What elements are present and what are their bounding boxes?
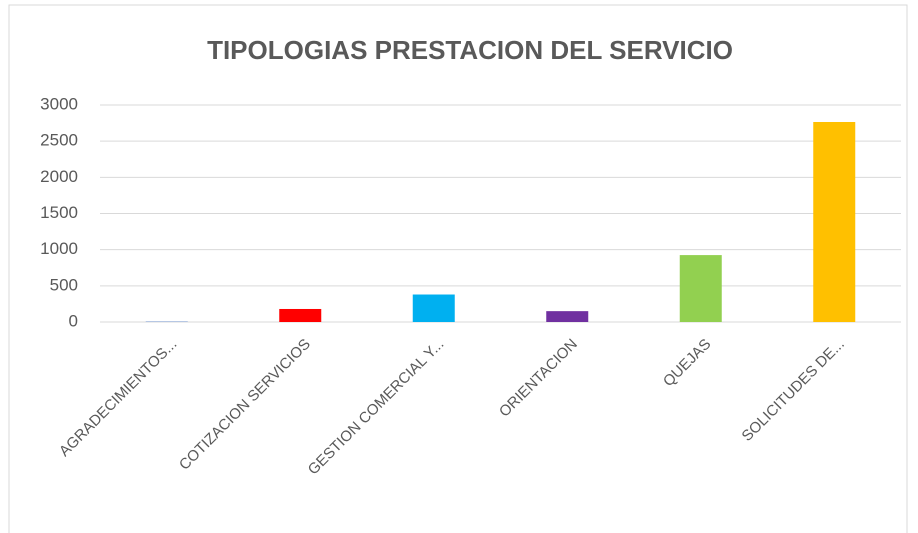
bar [412,294,455,322]
bar [813,121,856,322]
bar [546,311,589,322]
bar [279,308,322,322]
chart-border [8,4,908,533]
y-tick-label: 1000 [40,239,78,258]
y-tick-label: 2500 [40,131,78,150]
y-tick-label: 0 [69,311,78,330]
y-tick-label: 2000 [40,167,78,186]
bar [679,255,722,322]
y-tick-label: 500 [50,275,78,294]
chart-title: TIPOLOGIAS PRESTACION DEL SERVICIO [207,35,733,65]
y-tick-label: 1500 [40,203,78,222]
y-tick-label: 3000 [40,94,78,113]
